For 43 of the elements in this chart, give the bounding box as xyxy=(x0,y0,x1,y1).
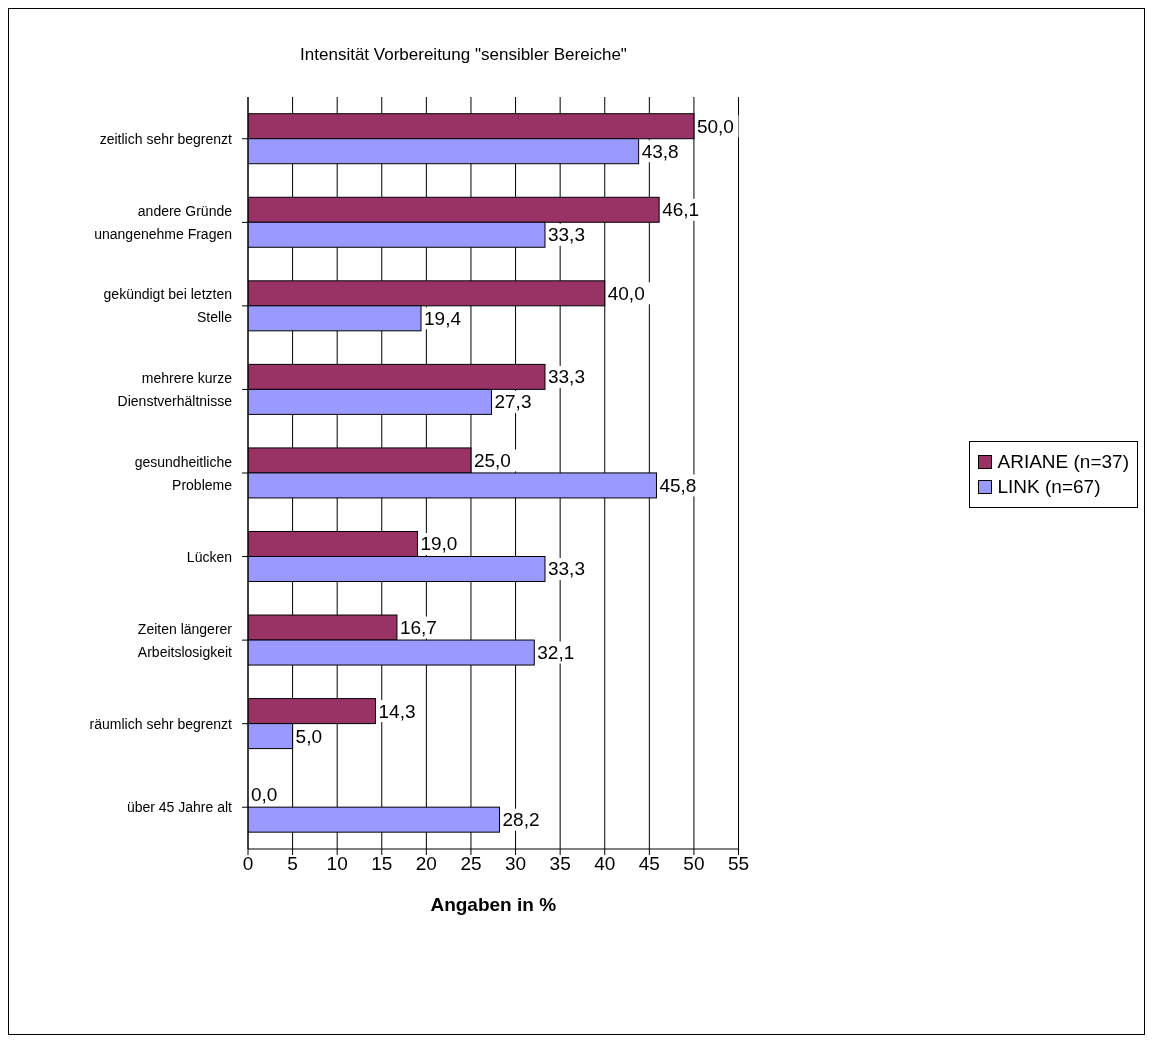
data-label: 33,3 xyxy=(547,366,585,388)
data-label: 27,3 xyxy=(494,391,532,413)
x-tick-label: 15 xyxy=(371,853,393,875)
data-label: 5,0 xyxy=(295,725,323,747)
data-label: 45,8 xyxy=(659,474,697,496)
data-label: 32,1 xyxy=(537,642,575,664)
x-tick-label: 45 xyxy=(638,853,660,875)
data-label: 25,0 xyxy=(473,449,511,471)
y-tick-label: räumlich sehr begrenzt xyxy=(89,715,233,732)
y-tick-label: mehrere kurze Dienstverhältnisse xyxy=(117,369,233,409)
x-tick-label: 30 xyxy=(504,853,527,875)
y-tick-label: Zeiten längerer Arbeitslosigkeit xyxy=(137,620,233,660)
data-label: 46,1 xyxy=(662,199,700,221)
chart-title: Intensität Vorbereitung "sensibler Bereiche" xyxy=(299,45,628,65)
data-label: 16,7 xyxy=(399,617,437,639)
x-tick-label: 25 xyxy=(460,853,482,875)
y-tick-label: andere Gründe unangenehme Fragen xyxy=(94,202,233,242)
legend-label: ARIANE (n=37) xyxy=(997,450,1129,473)
y-tick-label: gekündigt bei letzten Stelle xyxy=(103,286,233,326)
data-label: 33,3 xyxy=(547,224,585,246)
y-tick-label: über 45 Jahre alt xyxy=(126,799,233,816)
data-label: 33,3 xyxy=(547,558,585,580)
data-label: 14,3 xyxy=(378,700,416,722)
data-label: 50,0 xyxy=(696,115,734,137)
x-tick-label: 50 xyxy=(683,853,705,875)
x-tick-label: 20 xyxy=(415,853,437,875)
x-tick-label: 35 xyxy=(549,853,571,875)
x-tick-label: 5 xyxy=(287,853,298,875)
data-label: 19,0 xyxy=(420,533,458,555)
y-tick-label: zeitlich sehr begrenzt xyxy=(99,130,233,147)
y-tick-label: gesundheitliche Probleme xyxy=(134,453,233,493)
data-label: 28,2 xyxy=(502,809,540,831)
x-tick-label: 55 xyxy=(727,853,750,875)
data-label: 0,0 xyxy=(251,784,278,806)
legend-label: LINK (n=67) xyxy=(997,475,1101,498)
data-label: 43,8 xyxy=(641,140,679,162)
x-tick-label: 10 xyxy=(326,853,348,875)
x-tick-label: 0 xyxy=(242,853,254,875)
x-axis-title: Angaben in % xyxy=(430,894,557,915)
data-label: 19,4 xyxy=(424,307,462,329)
y-tick-label: Lücken xyxy=(186,548,232,565)
data-label: 40,0 xyxy=(607,282,645,304)
x-tick-label: 40 xyxy=(594,853,616,875)
